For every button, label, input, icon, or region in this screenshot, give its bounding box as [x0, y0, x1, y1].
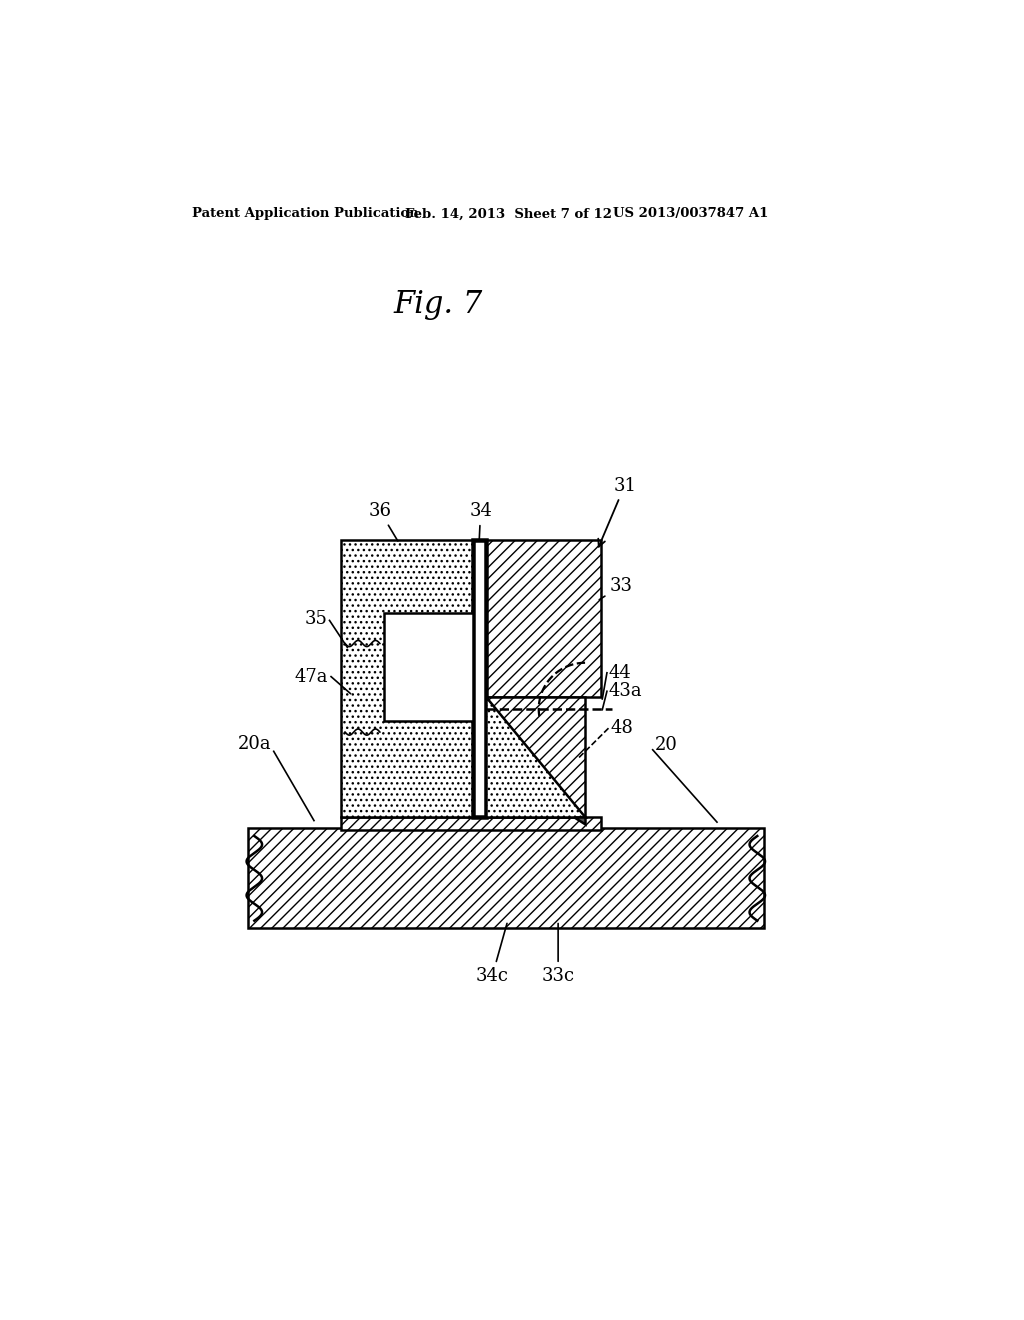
Text: US 2013/0037847 A1: US 2013/0037847 A1 [613, 207, 769, 220]
Text: Feb. 14, 2013  Sheet 7 of 12: Feb. 14, 2013 Sheet 7 of 12 [404, 207, 611, 220]
Bar [486, 697, 586, 817]
Text: Patent Application Publication: Patent Application Publication [193, 207, 419, 220]
Bar [384, 612, 473, 721]
Text: 33: 33 [599, 577, 633, 599]
Text: 36: 36 [369, 502, 397, 541]
Polygon shape [486, 697, 586, 817]
Bar [486, 540, 601, 697]
Bar [248, 829, 764, 928]
Text: 34c: 34c [476, 924, 509, 985]
Text: 35: 35 [305, 610, 328, 628]
Text: 43a: 43a [608, 682, 642, 700]
Text: 20: 20 [655, 737, 678, 754]
Text: Fig. 7: Fig. 7 [393, 289, 482, 321]
Text: 33c: 33c [542, 924, 574, 985]
Text: 34: 34 [469, 502, 493, 541]
Polygon shape [573, 817, 586, 825]
Text: 47a: 47a [295, 668, 328, 685]
Bar [473, 540, 486, 817]
Text: 31: 31 [598, 477, 636, 546]
Text: 44: 44 [608, 664, 631, 681]
Bar [341, 817, 601, 830]
Text: 20a: 20a [238, 735, 271, 752]
Text: 48: 48 [610, 719, 633, 737]
Bar [341, 540, 473, 817]
